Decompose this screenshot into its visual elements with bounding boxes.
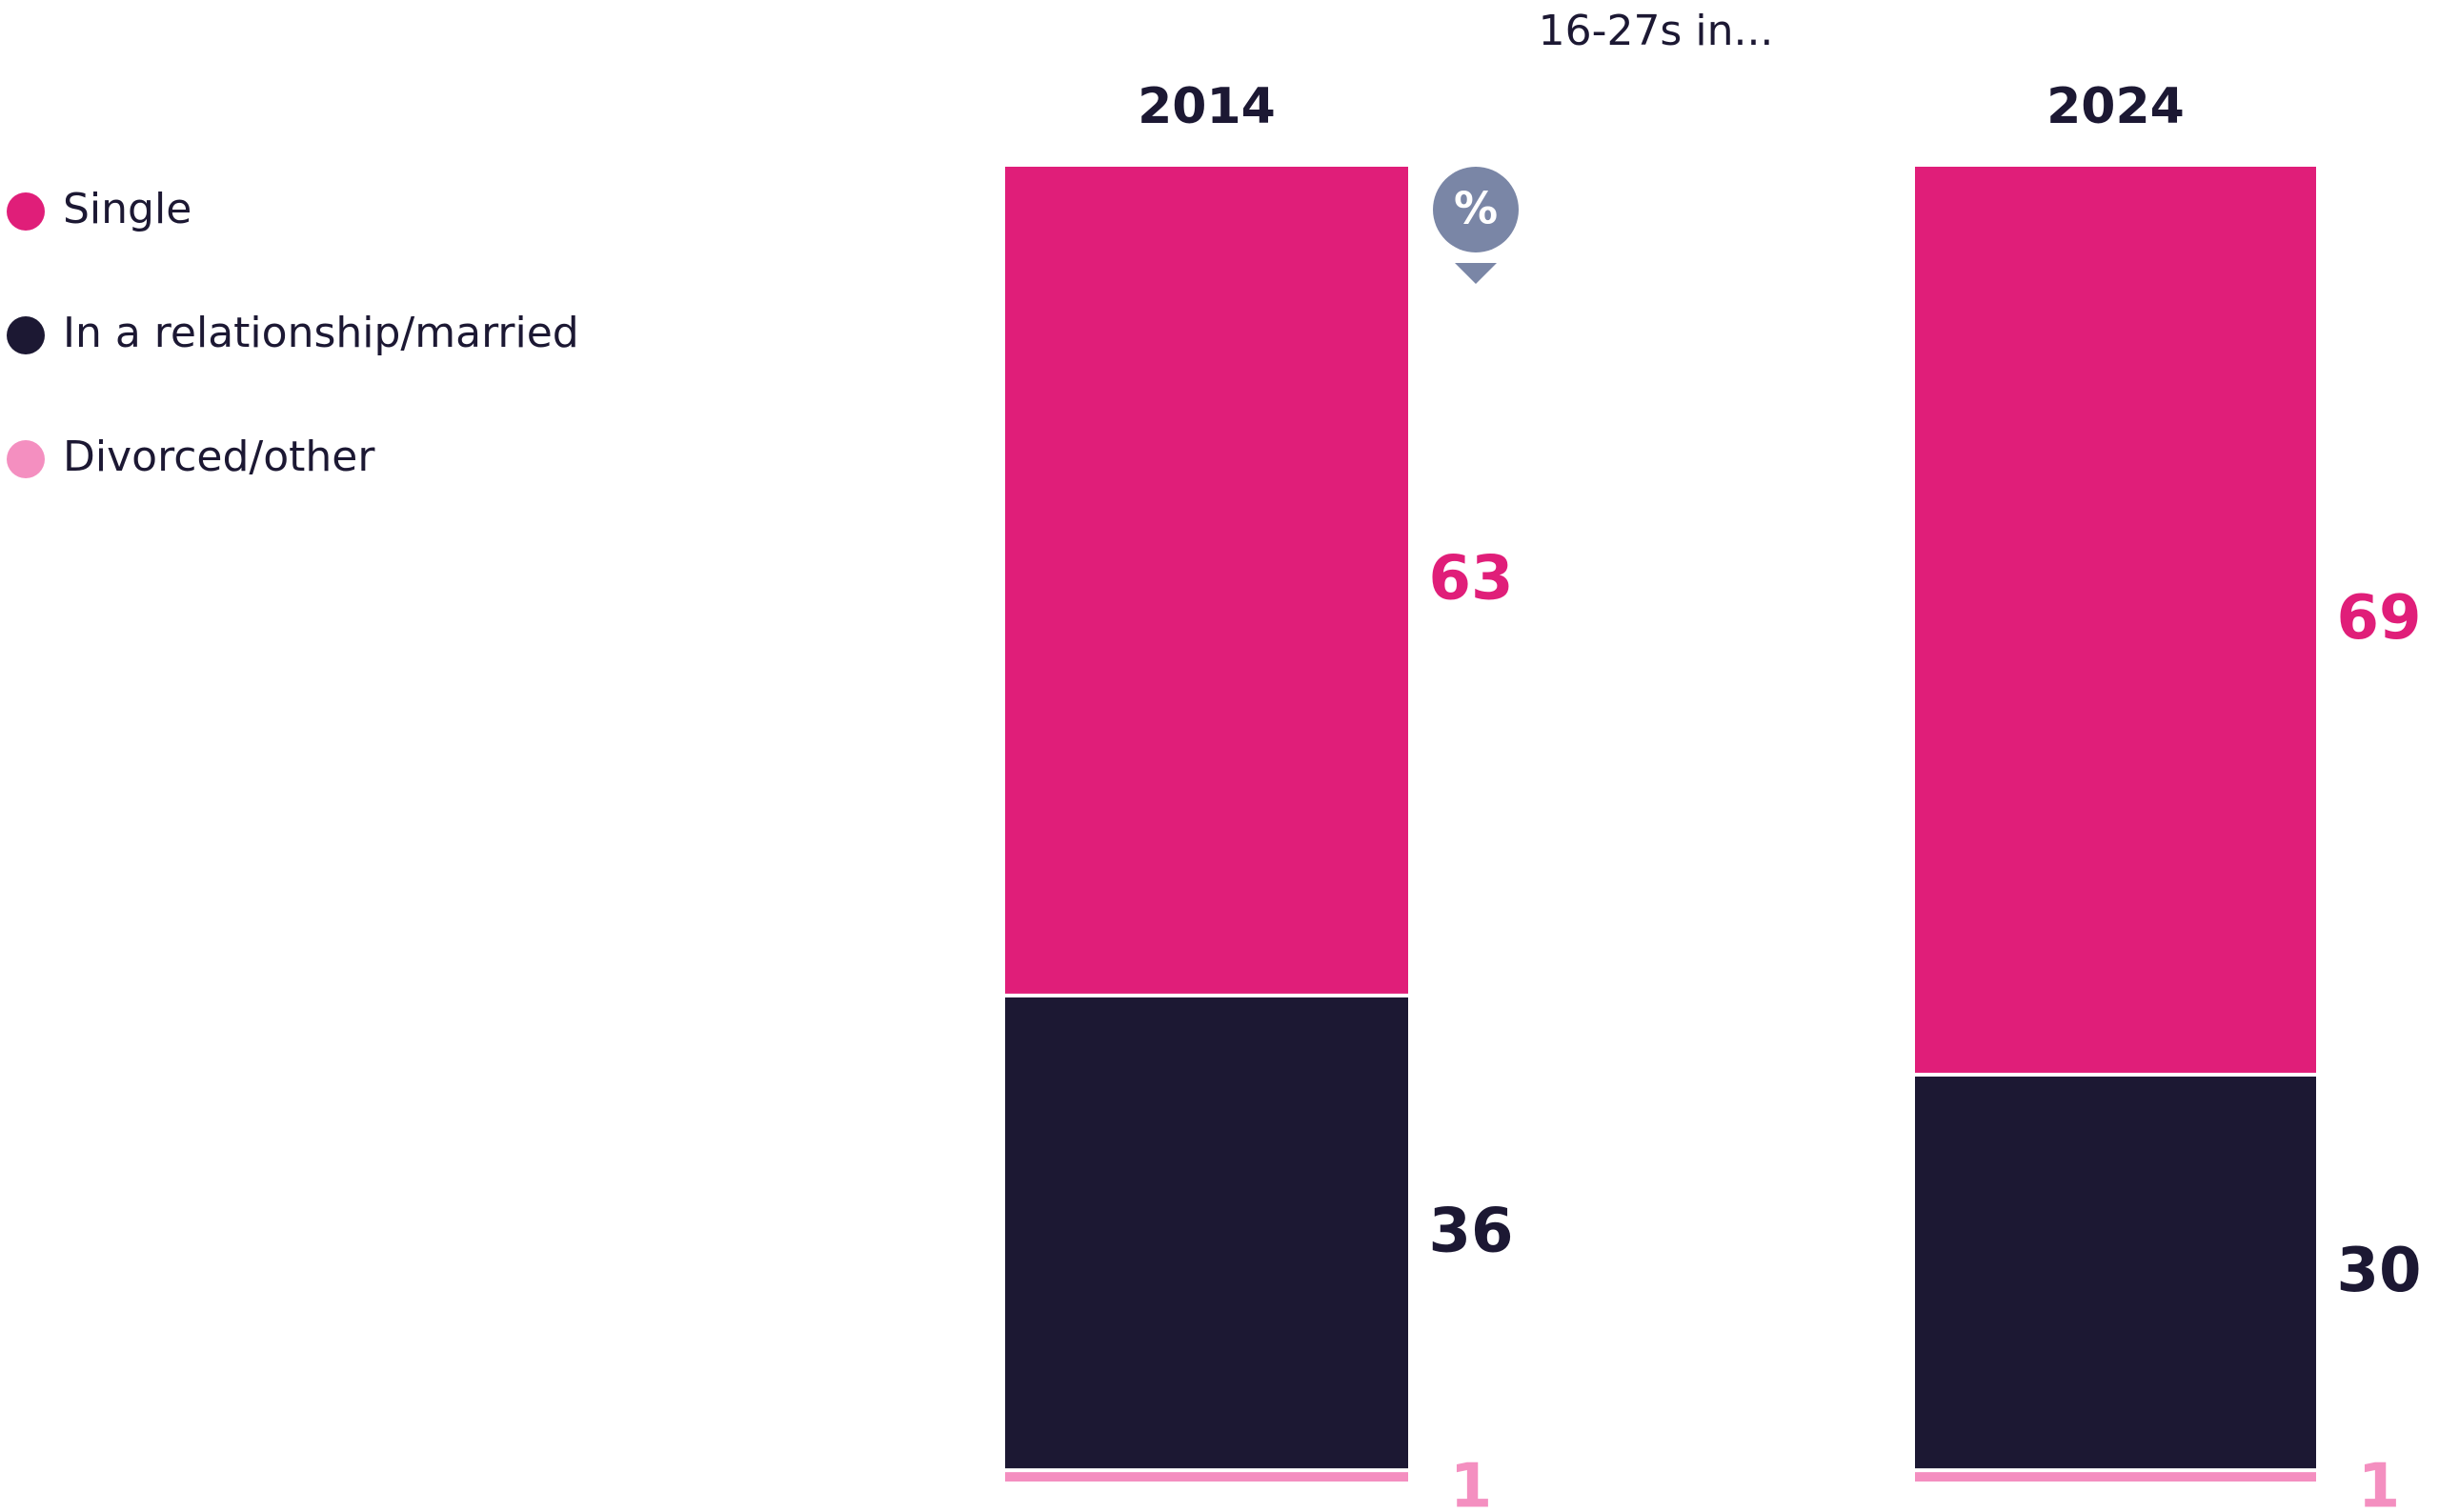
legend-label: In a relationship/married — [63, 309, 579, 357]
bar-segment — [1005, 1472, 1408, 1482]
value-label: 30 — [2336, 1236, 2421, 1306]
unit-label: % — [1454, 183, 1498, 234]
value-label: 1 — [2358, 1452, 2401, 1512]
chart-subtitle: 16-27s in... — [1539, 7, 1774, 55]
bar-segment — [1915, 1076, 2316, 1469]
bar-segment — [1005, 167, 1408, 994]
legend-marker — [7, 316, 45, 354]
legend-marker — [7, 440, 45, 478]
value-label: 36 — [1428, 1197, 1513, 1267]
bar-segment — [1915, 167, 2316, 1073]
bar-segment — [1915, 1472, 2316, 1482]
legend-label: Divorced/other — [63, 433, 375, 481]
value-label: 1 — [1450, 1452, 1493, 1512]
badge-pointer — [1455, 263, 1497, 284]
x-tick-label: 2014 — [1138, 78, 1276, 135]
bar-segment — [1005, 997, 1408, 1469]
legend-label: Single — [63, 185, 191, 233]
badge-circle — [1433, 167, 1519, 252]
legend-marker — [7, 192, 45, 231]
x-tick-label: 2024 — [2046, 78, 2185, 135]
value-label: 69 — [2336, 583, 2421, 654]
unit-badge: % — [1433, 167, 1519, 284]
value-label: 63 — [1428, 544, 1513, 615]
